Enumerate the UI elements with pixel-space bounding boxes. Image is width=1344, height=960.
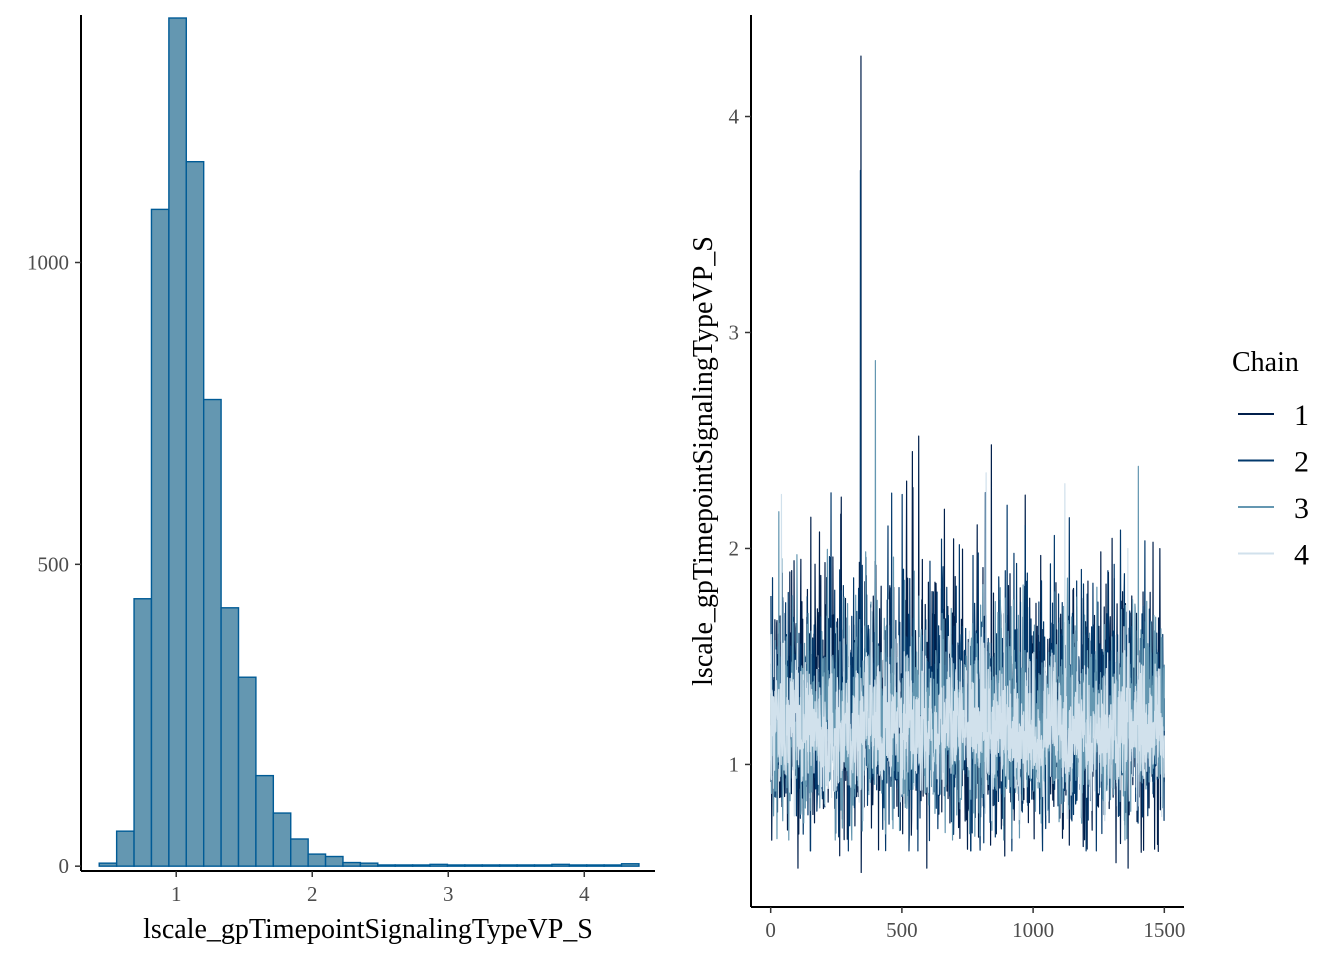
- histogram-bars: [98, 17, 640, 867]
- trace-y-tick-label: 1: [729, 752, 740, 776]
- histogram-bar: [237, 676, 257, 867]
- histogram-bar: [290, 838, 309, 867]
- legend-title: Chain: [1232, 347, 1299, 378]
- histogram-y-ticks: 0 500 1000: [27, 251, 81, 878]
- histogram-bar: [150, 208, 170, 867]
- trace-y-tick-label: 4: [729, 105, 740, 129]
- legend-label-chain-4: 4: [1294, 539, 1309, 572]
- histogram-bar: [394, 864, 414, 867]
- histogram-bar: [115, 830, 135, 867]
- histogram-x-axis-title: lscale_gpTimepointSignalingTypeVP_S: [143, 914, 593, 945]
- histogram-bar: [516, 864, 536, 867]
- histogram-bar: [185, 160, 205, 867]
- histogram-bar: [342, 861, 362, 867]
- histogram-y-tick-label: 500: [38, 552, 70, 576]
- histogram-bar: [220, 607, 240, 867]
- trace-y-tick-label: 2: [729, 536, 740, 560]
- histogram-bar: [307, 853, 327, 867]
- trace-x-tick-label: 500: [886, 918, 918, 942]
- histogram-bar: [498, 864, 518, 867]
- histogram-y-tick-label: 0: [59, 854, 70, 878]
- histogram-bar: [446, 864, 466, 867]
- histogram-bar: [255, 774, 275, 867]
- histogram-bar: [586, 864, 605, 867]
- trace-x-tick-label: 0: [765, 918, 776, 942]
- histogram-bar: [324, 855, 344, 867]
- trace-series-chain-4: [770, 472, 1165, 822]
- legend-label-chain-2: 2: [1294, 446, 1309, 479]
- trace-lines: [770, 55, 1165, 874]
- histogram-bar: [98, 862, 118, 867]
- trace-y-tick-label: 3: [729, 320, 740, 344]
- histogram-bar: [202, 398, 222, 867]
- histogram-bar: [603, 864, 623, 867]
- histogram-bar: [411, 864, 431, 867]
- histogram-panel: 0 500 1000 1 2 3 4 lscale_gpTimepointSignalin…: [27, 15, 655, 945]
- legend-label-chain-3: 3: [1294, 492, 1309, 525]
- histogram-bar: [377, 864, 396, 867]
- trace-x-tick-label: 1500: [1143, 918, 1185, 942]
- trace-y-axis-title: lscale_gpTimepointSignalingTypeVP_S: [688, 236, 719, 686]
- histogram-x-tick-label: 1: [171, 882, 182, 906]
- histogram-x-ticks: 1 2 3 4: [171, 871, 590, 906]
- histogram-bar: [464, 864, 483, 867]
- trace-y-ticks: 1 2 3 4: [729, 105, 751, 776]
- histogram-bar: [620, 863, 640, 867]
- histogram-bar: [359, 862, 379, 867]
- histogram-bar: [533, 864, 553, 867]
- histogram-x-tick-label: 3: [443, 882, 454, 906]
- legend-entries: 1 2 3 4: [1238, 399, 1309, 572]
- histogram-bar: [429, 863, 449, 867]
- histogram-x-tick-label: 2: [307, 882, 318, 906]
- histogram-bar: [481, 864, 501, 867]
- trace-panel: 1 2 3 4 0 500 1000 1500 lscale_gpTimepointSign…: [688, 15, 1185, 942]
- legend-label-chain-1: 1: [1294, 399, 1309, 432]
- histogram-bar: [551, 863, 571, 867]
- histogram-y-tick-label: 1000: [27, 251, 69, 275]
- histogram-bar: [272, 812, 292, 867]
- histogram-bar: [168, 17, 187, 867]
- histogram-bar: [133, 598, 153, 867]
- histogram-x-tick-label: 4: [579, 882, 590, 906]
- histogram-bar: [568, 864, 588, 867]
- trace-x-tick-label: 1000: [1012, 918, 1054, 942]
- chain-legend: Chain 1 2 3 4: [1232, 347, 1309, 572]
- trace-x-ticks: 0 500 1000 1500: [765, 907, 1185, 942]
